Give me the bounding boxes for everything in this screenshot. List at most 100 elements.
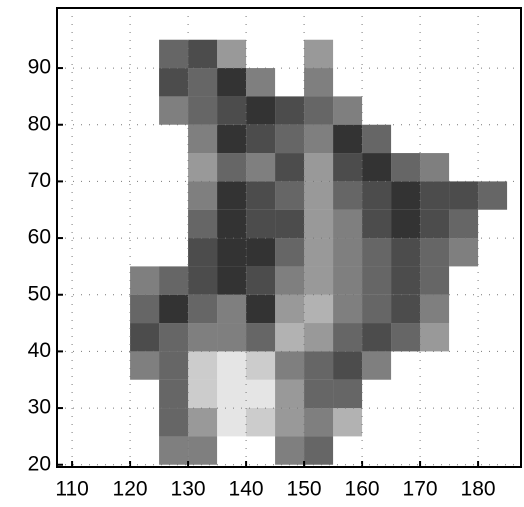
heat-cell bbox=[362, 209, 392, 239]
heat-cell bbox=[275, 323, 305, 352]
heat-cell bbox=[333, 96, 363, 125]
y-tick-label: 60 bbox=[28, 226, 51, 249]
heat-cell bbox=[217, 124, 247, 154]
heat-cell bbox=[130, 266, 160, 295]
heat-cell bbox=[159, 408, 189, 437]
x-tick-label: 160 bbox=[345, 478, 380, 501]
heat-cell bbox=[275, 209, 305, 239]
heat-cell bbox=[304, 124, 334, 154]
heat-cell bbox=[246, 96, 276, 125]
heat-cell bbox=[188, 181, 218, 210]
heat-cell bbox=[217, 379, 247, 409]
heat-cell bbox=[130, 351, 160, 380]
y-tick-label: 90 bbox=[28, 56, 51, 79]
heat-cell bbox=[188, 96, 218, 125]
heat-cell bbox=[130, 294, 160, 324]
heat-cell bbox=[275, 181, 305, 210]
heat-cell bbox=[304, 96, 334, 125]
heat-cell bbox=[246, 351, 276, 380]
heat-cell bbox=[217, 39, 247, 69]
heat-cell bbox=[217, 96, 247, 125]
heat-cell bbox=[420, 238, 450, 267]
heat-cell bbox=[188, 68, 218, 97]
heat-cell bbox=[333, 209, 363, 239]
y-tick-label: 30 bbox=[28, 396, 51, 419]
heat-cell bbox=[217, 181, 247, 210]
heat-cell bbox=[217, 238, 247, 267]
heat-cell bbox=[159, 96, 189, 125]
heat-cell bbox=[333, 181, 363, 210]
heat-cell bbox=[275, 379, 305, 409]
heat-cell bbox=[217, 153, 247, 182]
heat-cell bbox=[188, 238, 218, 267]
heat-cell bbox=[362, 294, 392, 324]
heat-cell bbox=[304, 238, 334, 267]
heat-cell bbox=[188, 408, 218, 437]
heat-cell bbox=[275, 96, 305, 125]
heat-cell bbox=[188, 39, 218, 69]
heat-cell bbox=[304, 379, 334, 409]
heat-cell bbox=[333, 124, 363, 154]
heat-cell bbox=[478, 181, 508, 210]
heat-cell bbox=[304, 153, 334, 182]
heat-cell bbox=[217, 351, 247, 380]
heat-cell bbox=[304, 68, 334, 97]
heat-cell bbox=[333, 153, 363, 182]
heat-cell bbox=[275, 294, 305, 324]
heat-cell bbox=[391, 153, 421, 182]
heat-cell bbox=[130, 323, 160, 352]
heat-cell bbox=[188, 266, 218, 295]
x-tick-label: 170 bbox=[403, 478, 438, 501]
heat-cell bbox=[246, 266, 276, 295]
y-tick-label: 70 bbox=[28, 169, 51, 192]
heat-cell bbox=[449, 238, 479, 267]
heat-cell bbox=[217, 68, 247, 97]
heat-cell bbox=[275, 351, 305, 380]
heat-cell bbox=[304, 436, 334, 465]
heat-cell bbox=[159, 436, 189, 465]
heat-cell bbox=[391, 181, 421, 210]
heat-cell bbox=[217, 294, 247, 324]
heat-cell bbox=[246, 209, 276, 239]
heat-cell bbox=[304, 266, 334, 295]
heat-cell bbox=[217, 323, 247, 352]
x-tick-label: 130 bbox=[171, 478, 206, 501]
heat-cell bbox=[246, 238, 276, 267]
heat-cell bbox=[246, 294, 276, 324]
heat-cell bbox=[275, 153, 305, 182]
axes: 110 120 130 140 150 160 170 180 20 30 40 50 60 70 80 90 bbox=[28, 8, 521, 501]
heat-cell bbox=[304, 323, 334, 352]
heat-cell bbox=[333, 408, 363, 437]
heat-cell bbox=[188, 153, 218, 182]
x-tick-label: 120 bbox=[113, 478, 148, 501]
heat-cell bbox=[246, 181, 276, 210]
heat-cell bbox=[362, 323, 392, 352]
heat-cell bbox=[275, 124, 305, 154]
heat-cell bbox=[246, 68, 276, 97]
heat-cell bbox=[420, 266, 450, 295]
heat-cell bbox=[304, 294, 334, 324]
plot-frame bbox=[56, 7, 522, 468]
y-tick-label: 20 bbox=[28, 452, 51, 475]
heat-cell bbox=[420, 181, 450, 210]
heat-cell bbox=[159, 294, 189, 324]
heat-cell bbox=[159, 68, 189, 97]
heat-cell bbox=[362, 153, 392, 182]
heat-cell bbox=[246, 379, 276, 409]
heat-cell bbox=[188, 351, 218, 380]
heat-cell bbox=[159, 39, 189, 69]
heat-cell bbox=[188, 436, 218, 465]
heat-cell bbox=[159, 266, 189, 295]
heat-cell bbox=[333, 379, 363, 409]
heat-cell bbox=[217, 408, 247, 437]
heat-cell bbox=[159, 351, 189, 380]
heat-cell bbox=[362, 124, 392, 154]
heat-cell bbox=[304, 181, 334, 210]
heat-cell bbox=[246, 153, 276, 182]
heat-cell bbox=[304, 209, 334, 239]
heat-cell bbox=[275, 266, 305, 295]
heat-cell bbox=[246, 323, 276, 352]
heat-cell bbox=[275, 436, 305, 465]
heat-cell bbox=[420, 294, 450, 324]
y-tick-label: 50 bbox=[28, 282, 51, 305]
